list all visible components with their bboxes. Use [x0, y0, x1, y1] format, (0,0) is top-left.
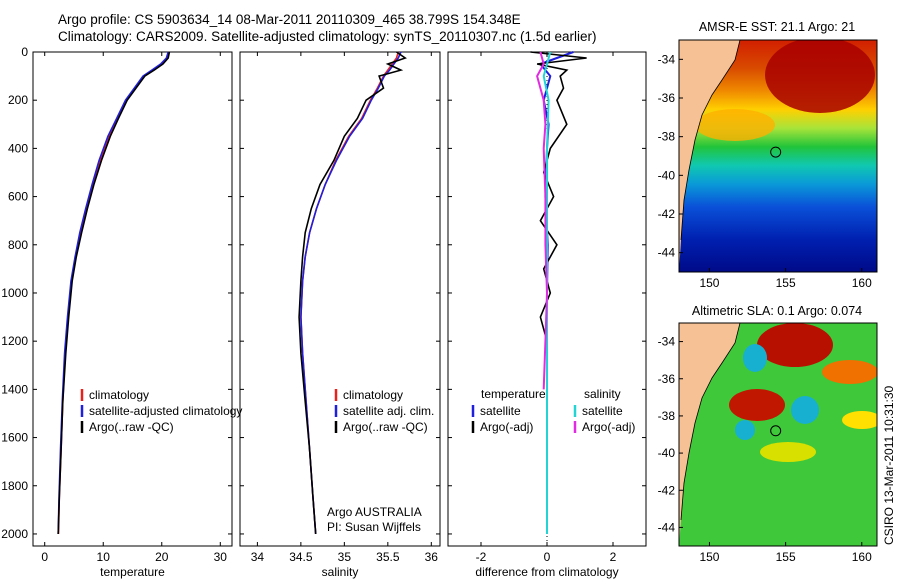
- sla-high-mid: [729, 389, 785, 421]
- sla-yellow-patch: [842, 411, 877, 429]
- sst-float-marker: [770, 146, 782, 158]
- panel-frame: [32, 51, 233, 547]
- legend-label: satellite-adjusted climatology: [89, 404, 242, 418]
- map-x-tick-label: 160: [852, 276, 872, 290]
- legend-heading: temperature: [481, 387, 546, 401]
- map-y-tick-label: -38: [658, 409, 676, 423]
- legend-label: Argo(-adj): [582, 420, 635, 434]
- map-x-tick-label: 155: [776, 550, 796, 564]
- legend-label: climatology: [343, 388, 403, 402]
- sla-low-1: [743, 344, 767, 372]
- x-tick-label: 0: [41, 550, 48, 564]
- y-tick-label: 0: [21, 45, 28, 59]
- series-line: [298, 51, 407, 535]
- map-y-tick-label: -34: [658, 52, 676, 66]
- x-tick-label: 2: [610, 550, 617, 564]
- sst-warm-core: [765, 40, 875, 113]
- map-y-tick-label: -40: [658, 168, 676, 182]
- sst-coastline: [680, 40, 741, 241]
- series-line: [542, 51, 552, 534]
- argo-info-line1: Argo AUSTRALIA: [327, 505, 422, 519]
- map-y-tick-label: -38: [658, 130, 676, 144]
- sst-warm-tongue: [695, 109, 775, 141]
- map-y-tick-label: -36: [658, 91, 676, 105]
- map-y-tick-label: -42: [658, 207, 676, 221]
- sla-high-north: [757, 323, 833, 367]
- sla-yellow-patch-2: [760, 442, 816, 462]
- x-tick-label: 0: [544, 550, 551, 564]
- legend-heading: salinity: [584, 387, 621, 401]
- sst-map: AMSR-E SST: 21.1 Argo: 21 150 155 160 -34 -3…: [658, 20, 878, 290]
- x-tick-label: 35: [338, 550, 352, 564]
- map-x-tick-label: 150: [699, 550, 719, 564]
- map-x-tick-label: 160: [852, 550, 872, 564]
- figure-title-line2: Climatology: CARS2009. Satellite-adjuste…: [58, 29, 597, 44]
- map-y-tick-label: -40: [658, 446, 676, 460]
- map-x-tick-label: 155: [776, 276, 796, 290]
- y-tick-label: 200: [8, 93, 28, 107]
- x-axis-label: salinity: [322, 565, 359, 579]
- legend-label: satellite: [582, 404, 623, 418]
- map-y-tick-label: -34: [658, 335, 676, 349]
- series-line: [300, 51, 400, 535]
- sla-float-marker: [770, 425, 782, 437]
- sla-low-2: [791, 396, 819, 424]
- x-tick-label: -2: [476, 550, 487, 564]
- sla-map: Altimetric SLA: 0.1 Argo: 0.074 150 155 16…: [658, 304, 878, 564]
- sla-map-frame: [678, 322, 878, 547]
- sst-map-title: AMSR-E SST: 21.1 Argo: 21: [699, 20, 855, 34]
- map-y-tick-label: -44: [658, 246, 676, 260]
- map-x-tick-label: 150: [699, 276, 719, 290]
- figure-title-line1: Argo profile: CS 5903634_14 08-Mar-2011 …: [58, 12, 521, 27]
- legend-label: Argo(-adj): [480, 420, 533, 434]
- sla-map-title: Altimetric SLA: 0.1 Argo: 0.074: [692, 304, 862, 318]
- legend-label: satellite adj. clim.: [343, 404, 434, 418]
- sla-map-axes: 150 155 160 -34 -36 -38 -40 -42 -44: [658, 335, 872, 564]
- sst-land: [679, 40, 740, 272]
- x-tick-label: 30: [214, 550, 228, 564]
- legend-label: climatology: [89, 388, 149, 402]
- map-y-tick-label: -44: [658, 520, 676, 534]
- series-line: [536, 51, 549, 390]
- panel-frame: [239, 51, 441, 547]
- y-tick-label: 400: [8, 141, 28, 155]
- series-line: [530, 51, 587, 342]
- temperature-panel: 0 200 400 600 800 1000 1200 1400 1600 1800 2000 0 10…: [1, 45, 242, 579]
- x-axis-label: difference from climatology: [475, 565, 618, 579]
- series-line: [300, 51, 402, 535]
- x-axis-label: temperature: [100, 565, 165, 579]
- x-tick-label: 34.5: [289, 550, 313, 564]
- y-tick-label: 1000: [1, 286, 28, 300]
- y-tick-label: 1400: [1, 382, 28, 396]
- y-tick-label: 600: [8, 190, 28, 204]
- sla-coastline: [680, 323, 741, 521]
- map-y-tick-label: -36: [658, 372, 676, 386]
- y-tick-label: 1200: [1, 334, 28, 348]
- x-tick-label: 35.5: [376, 550, 400, 564]
- y-tick-label: 1600: [1, 431, 28, 445]
- series-line: [57, 51, 169, 535]
- legend-label: Argo(..raw -QC): [89, 420, 174, 434]
- y-tick-label: 1800: [1, 479, 28, 493]
- sst-map-axes: 150 155 160 -34 -36 -38 -40 -42 -44: [658, 52, 872, 290]
- sla-low-3: [735, 420, 755, 440]
- x-tick-label: 34: [251, 550, 265, 564]
- series-line: [57, 51, 171, 535]
- side-label: CSIRO 13-Mar-2011 10:31:30: [882, 385, 896, 545]
- sst-map-frame: [678, 39, 878, 273]
- argo-info-line2: PI: Susan Wijffels: [327, 520, 421, 534]
- y-tick-label: 800: [8, 238, 28, 252]
- x-tick-label: 20: [155, 550, 169, 564]
- salinity-panel: 34 34.5 35 35.5 36 salinity climatology satelli…: [239, 51, 441, 579]
- y-tick-label: 2000: [1, 527, 28, 541]
- x-tick-label: 10: [97, 550, 111, 564]
- x-tick-label: 36: [425, 550, 439, 564]
- sla-land: [679, 323, 740, 546]
- sla-high-east: [822, 360, 877, 384]
- legend-label: Argo(..raw -QC): [343, 420, 428, 434]
- map-y-tick-label: -42: [658, 483, 676, 497]
- legend-label: satellite: [480, 404, 521, 418]
